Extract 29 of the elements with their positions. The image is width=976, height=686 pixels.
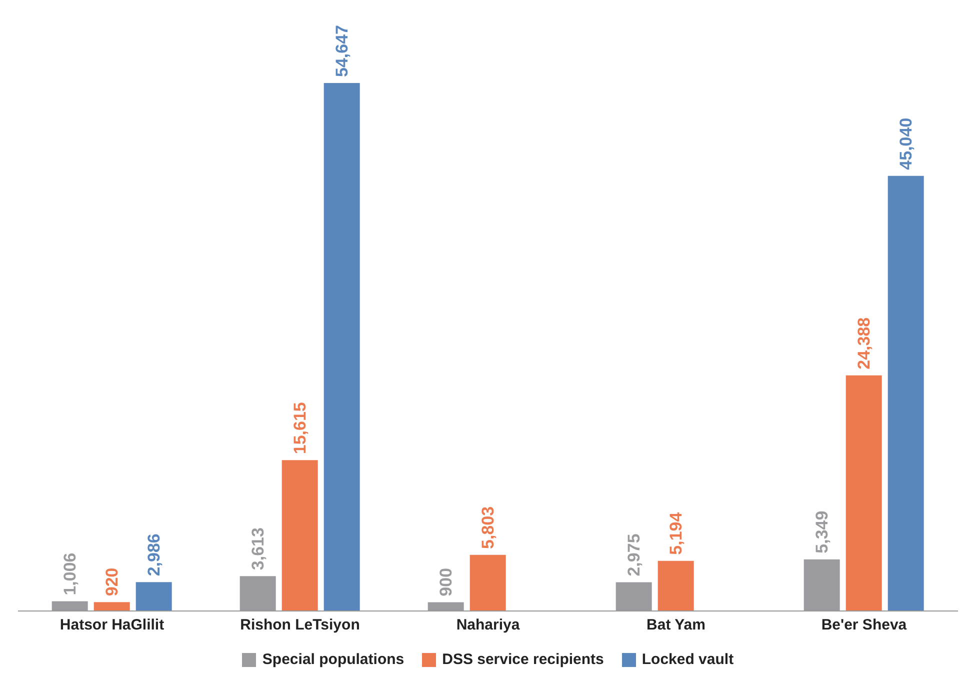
bar xyxy=(324,83,360,611)
data-label: 5,194 xyxy=(666,512,686,555)
legend-label: DSS service recipients xyxy=(442,651,604,668)
bar xyxy=(282,460,318,611)
legend-label: Locked vault xyxy=(642,651,734,668)
data-label: 24,388 xyxy=(854,317,874,370)
data-label: 1,006 xyxy=(60,552,80,596)
data-label: 15,615 xyxy=(290,402,310,454)
data-label: 3,613 xyxy=(248,528,268,570)
x-tick-label: Bat Yam xyxy=(646,616,706,634)
bar xyxy=(470,554,506,611)
data-label: 2,975 xyxy=(624,534,644,576)
bar xyxy=(136,582,172,611)
x-tick-label: Nahariya xyxy=(456,616,520,634)
x-tick-label: Hatsor HaGlilit xyxy=(60,616,164,634)
data-label: 5,803 xyxy=(478,506,498,549)
data-label: 5,349 xyxy=(812,510,832,554)
data-label: 45,040 xyxy=(896,118,916,170)
data-label: 920 xyxy=(102,568,122,596)
x-tick-label: Rishon LeTsiyon xyxy=(240,616,360,634)
bar xyxy=(888,176,924,611)
data-label: 54,647 xyxy=(332,25,352,77)
x-tick-label: Be'er Sheva xyxy=(821,616,908,634)
bar xyxy=(846,375,882,611)
bar xyxy=(658,560,694,611)
bar xyxy=(94,602,130,611)
legend-label: Special populations xyxy=(262,651,404,668)
data-label: 2,986 xyxy=(144,534,164,576)
data-label: 900 xyxy=(436,568,456,596)
